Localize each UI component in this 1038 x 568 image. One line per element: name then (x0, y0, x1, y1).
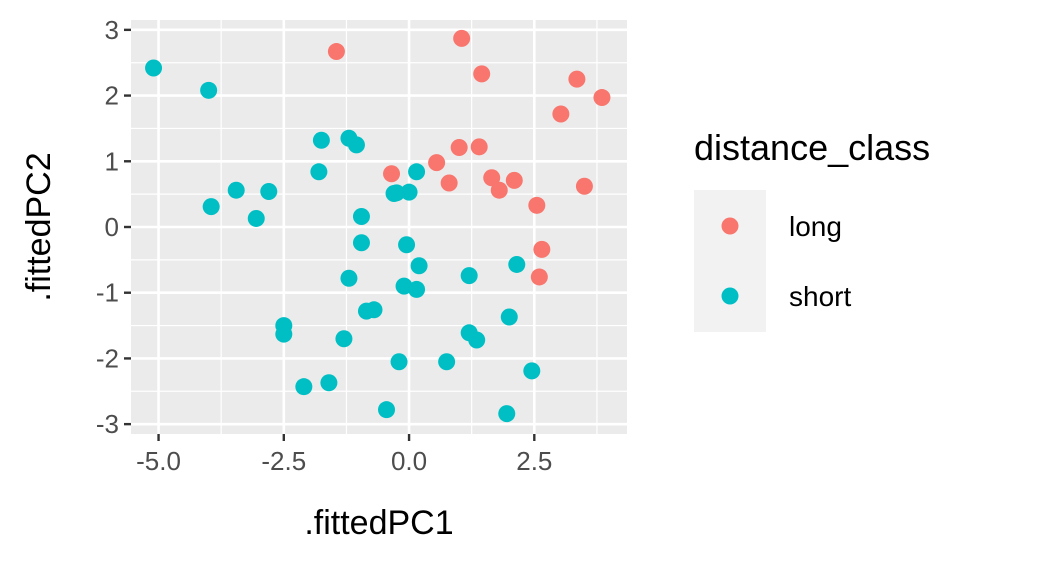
legend-key-long (721, 217, 739, 235)
data-point-short (438, 353, 456, 371)
legend-title: distance_class (694, 127, 930, 168)
data-point-long (530, 268, 548, 286)
data-point-long (533, 240, 551, 258)
data-point-long (470, 138, 488, 156)
x-tick-label: 0.0 (391, 446, 427, 476)
data-point-long (440, 174, 458, 192)
legend-label-short: short (789, 281, 851, 312)
y-tick-label: 1 (105, 146, 119, 176)
y-axis-title: .fittedPC2 (20, 152, 58, 301)
data-point-short (390, 353, 408, 371)
y-tick-label: -1 (96, 278, 119, 308)
data-point-short (508, 255, 526, 273)
data-point-short (295, 378, 313, 396)
data-point-short (500, 308, 518, 326)
x-tick-label: 2.5 (516, 446, 552, 476)
data-point-short (202, 198, 220, 216)
legend-items: long short (721, 211, 851, 312)
data-point-short (247, 209, 265, 227)
data-point-short (408, 280, 426, 298)
axis-ticks (124, 28, 536, 441)
data-point-short (365, 301, 383, 319)
x-tick-labels: -5.0 -2.5 0.0 2.5 (136, 446, 552, 476)
data-point-long (593, 89, 611, 107)
data-point-short (340, 269, 358, 287)
data-point-short (310, 163, 328, 181)
y-tick-label: 3 (105, 15, 119, 45)
data-point-long (450, 138, 468, 156)
data-point-short (352, 207, 370, 225)
data-point-short (400, 183, 418, 201)
data-point-short (145, 59, 163, 77)
data-point-short (347, 136, 365, 154)
data-point-short (227, 181, 245, 199)
data-point-long (453, 29, 471, 47)
data-points (145, 29, 611, 423)
data-point-short (320, 374, 338, 392)
legend-key-short (721, 287, 739, 305)
data-point-short (352, 234, 370, 252)
legend-label-long: long (789, 211, 842, 242)
data-point-short (260, 183, 278, 201)
y-tick-labels: 3 2 1 0 -1 -2 -3 (96, 15, 119, 439)
data-point-short (523, 362, 541, 380)
x-tick-label: -2.5 (261, 446, 306, 476)
data-point-short (385, 184, 403, 202)
y-tick-label: -3 (96, 409, 119, 439)
data-point-short (335, 330, 353, 348)
data-point-long (528, 196, 546, 214)
data-point-short (498, 405, 516, 423)
data-point-long (568, 70, 586, 88)
data-point-short (398, 236, 416, 254)
data-point-short (408, 163, 426, 181)
data-point-long (505, 171, 523, 189)
data-point-long (383, 165, 401, 183)
data-point-long (428, 154, 446, 172)
legend-key-background (694, 190, 766, 332)
data-point-long (483, 169, 501, 187)
data-point-short (410, 257, 428, 275)
data-point-short (200, 81, 218, 99)
legend: distance_class long short (694, 127, 930, 332)
data-point-short (312, 131, 330, 149)
x-tick-label: -5.0 (136, 446, 181, 476)
data-point-long (575, 177, 593, 195)
data-point-short (378, 401, 396, 419)
x-axis-title: .fittedPC1 (304, 504, 453, 542)
data-point-short (275, 325, 293, 343)
data-point-short (460, 267, 478, 285)
data-point-long (552, 105, 570, 123)
y-tick-label: -2 (96, 343, 119, 373)
data-point-long (473, 65, 491, 83)
data-point-short (468, 331, 486, 349)
y-tick-label: 2 (105, 81, 119, 111)
data-point-long (490, 181, 508, 199)
data-point-long (327, 43, 345, 61)
y-tick-label: 0 (105, 212, 119, 242)
